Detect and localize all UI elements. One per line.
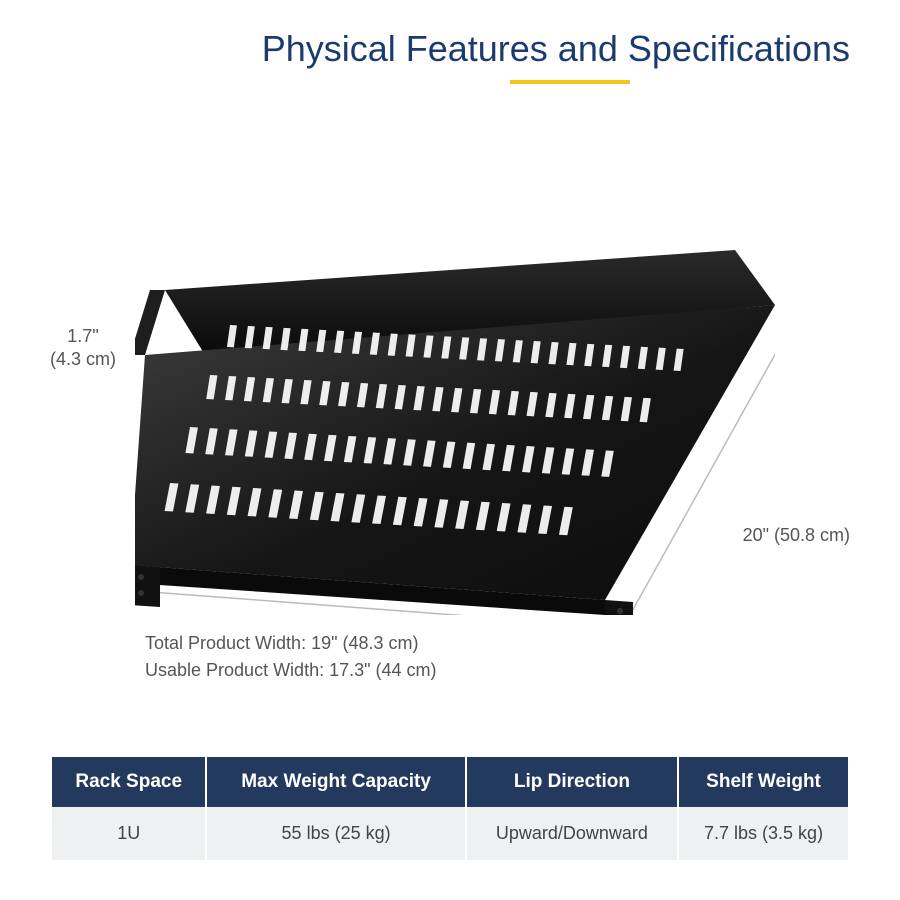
dim-width-usable: Usable Product Width: 17.3" (44 cm)	[145, 657, 437, 684]
col-max-weight: Max Weight Capacity	[206, 757, 465, 807]
dim-height-inches: 1.7"	[67, 326, 98, 346]
col-rack-space: Rack Space	[52, 757, 206, 807]
product-illustration	[135, 195, 775, 615]
dimension-width-labels: Total Product Width: 19" (48.3 cm) Usabl…	[145, 630, 437, 684]
dim-height-cm: (4.3 cm)	[50, 349, 116, 369]
title-underline	[510, 80, 630, 84]
dimension-height-label: 1.7" (4.3 cm)	[50, 325, 116, 372]
cell-lip-direction: Upward/Downward	[466, 807, 678, 860]
cell-shelf-weight: 7.7 lbs (3.5 kg)	[678, 807, 848, 860]
col-lip-direction: Lip Direction	[466, 757, 678, 807]
cell-rack-space: 1U	[52, 807, 206, 860]
page-title: Physical Features and Specifications	[262, 28, 850, 70]
spec-table: Rack Space Max Weight Capacity Lip Direc…	[52, 757, 848, 860]
col-shelf-weight: Shelf Weight	[678, 757, 848, 807]
dim-width-total: Total Product Width: 19" (48.3 cm)	[145, 630, 437, 657]
spec-table-header: Rack Space Max Weight Capacity Lip Direc…	[52, 757, 848, 807]
spec-row: 1U 55 lbs (25 kg) Upward/Downward 7.7 lb…	[52, 807, 848, 860]
cell-max-weight: 55 lbs (25 kg)	[206, 807, 465, 860]
